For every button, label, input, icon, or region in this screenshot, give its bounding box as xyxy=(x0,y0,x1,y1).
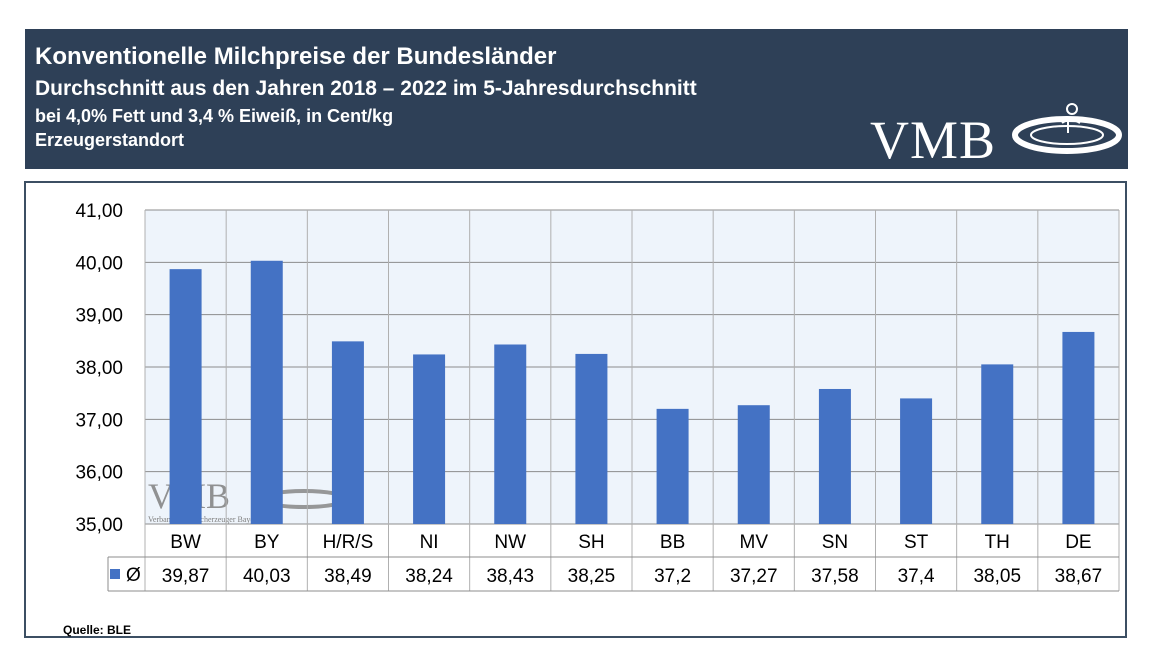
x-category-label: MV xyxy=(740,532,769,553)
x-category-label: TH xyxy=(985,532,1010,553)
bar-st xyxy=(900,398,933,524)
bar-by xyxy=(250,260,283,524)
data-value-label: 38,05 xyxy=(973,566,1021,587)
watermark-caption: Verband der Milcherzeuger Bayern e.V. xyxy=(148,515,275,524)
vmb-logo: VMB xyxy=(870,110,997,170)
x-category-label: SN xyxy=(822,532,848,553)
bar-nw xyxy=(494,344,527,524)
data-value-label: 38,25 xyxy=(568,566,616,587)
legend-swatch xyxy=(110,569,120,579)
data-value-label: 38,67 xyxy=(1055,566,1103,587)
bar-mv xyxy=(737,405,770,524)
cow-swirl-logo-icon xyxy=(1012,103,1122,154)
legend-label: Ø xyxy=(126,565,141,586)
x-category-label: NI xyxy=(420,532,439,553)
x-category-label: NW xyxy=(494,532,526,553)
bar-sh xyxy=(575,353,608,524)
data-value-label: 37,4 xyxy=(898,566,935,587)
chart-header: Konventionelle Milchpreise der Bundeslän… xyxy=(25,29,1128,170)
data-value-label: 37,58 xyxy=(811,566,859,587)
data-value-label: 38,24 xyxy=(405,566,453,587)
x-category-label: ST xyxy=(904,532,929,553)
source-note: Quelle: BLE xyxy=(63,623,132,637)
y-tick-label: 39,00 xyxy=(75,306,123,327)
y-tick-label: 36,00 xyxy=(75,463,123,484)
bar-bw xyxy=(169,269,202,524)
y-tick-label: 37,00 xyxy=(75,410,123,431)
chart-subtitle-location: Erzeugerstandort xyxy=(35,130,185,150)
bar-hrs xyxy=(331,341,364,524)
x-category-label: H/R/S xyxy=(323,532,374,553)
bar-de xyxy=(1062,331,1095,524)
y-tick-label: 38,00 xyxy=(75,358,123,379)
y-tick-label: 35,00 xyxy=(75,515,123,536)
chart-title: Konventionelle Milchpreise der Bundeslän… xyxy=(35,43,557,70)
x-category-label: BY xyxy=(254,532,280,553)
data-value-label: 37,27 xyxy=(730,566,778,587)
y-tick-label: 41,00 xyxy=(75,201,123,222)
chart-subtitle-period: Durchschnitt aus den Jahren 2018 – 2022 … xyxy=(35,77,697,100)
x-category-label: DE xyxy=(1065,532,1091,553)
data-value-label: 38,43 xyxy=(486,566,534,587)
chart-subtitle-basis: bei 4,0% Fett und 3,4 % Eiweiß, in Cent/… xyxy=(35,106,394,126)
data-value-label: 37,2 xyxy=(654,566,691,587)
data-value-label: 39,87 xyxy=(162,566,210,587)
x-category-label: BW xyxy=(170,532,201,553)
y-tick-label: 40,00 xyxy=(75,253,123,274)
bar-ni xyxy=(413,354,446,524)
bar-bb xyxy=(656,408,689,524)
data-value-label: 38,49 xyxy=(324,566,372,587)
x-category-label: BB xyxy=(660,532,685,553)
data-value-label: 40,03 xyxy=(243,566,291,587)
bar-sn xyxy=(818,388,851,524)
x-category-label: SH xyxy=(578,532,604,553)
bar-th xyxy=(981,364,1014,524)
